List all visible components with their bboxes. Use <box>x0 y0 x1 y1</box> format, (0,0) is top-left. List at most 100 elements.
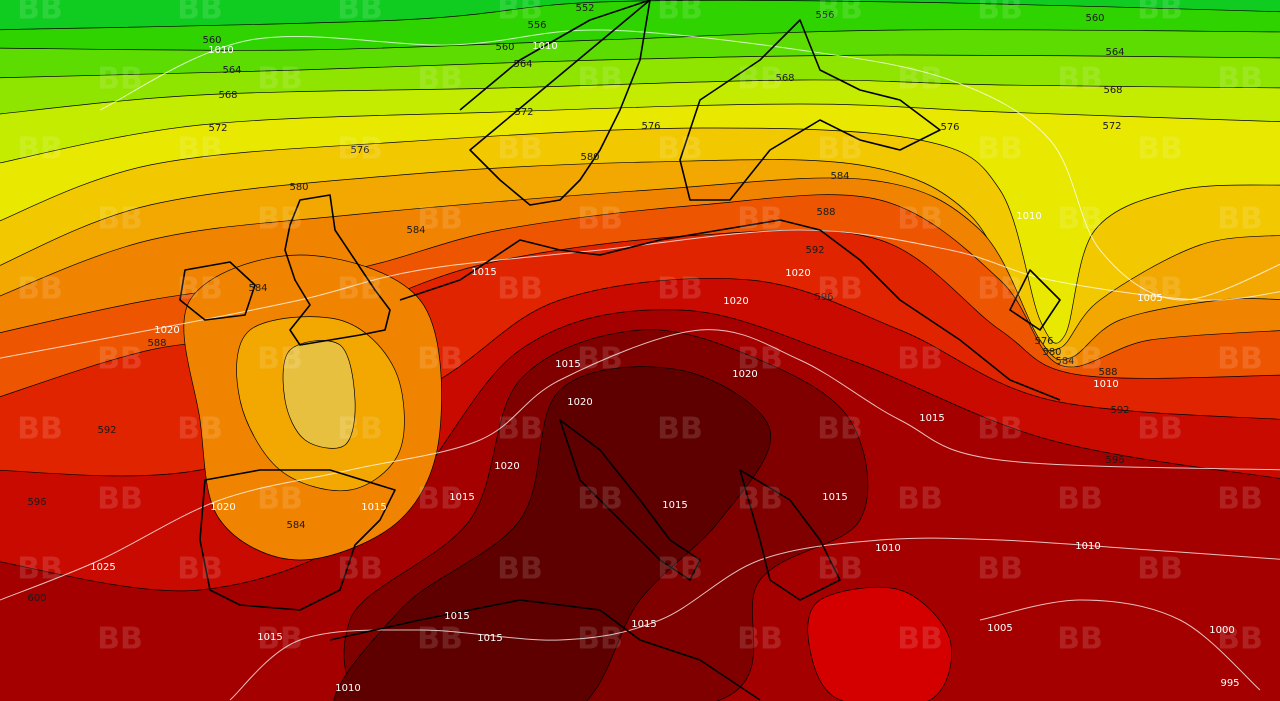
height-label: 588 <box>816 207 835 218</box>
watermark: BB <box>497 552 543 587</box>
coastline <box>679 19 941 201</box>
height-label: 576 <box>1034 336 1053 347</box>
pressure-label: 1010 <box>1016 211 1041 222</box>
pressure-label: 1015 <box>471 267 496 278</box>
coastlines <box>179 0 1061 701</box>
watermark: BB <box>17 132 63 167</box>
height-label: 560 <box>1085 13 1104 24</box>
height-label: 584 <box>406 225 425 236</box>
height-label: 568 <box>218 90 237 101</box>
pressure-label: 1010 <box>1075 541 1100 552</box>
watermark: BB <box>577 622 623 657</box>
pressure-label: 995 <box>1220 678 1239 689</box>
pressure-label: 1015 <box>257 632 282 643</box>
pressure-label: 1010 <box>1093 379 1118 390</box>
watermark: BB <box>337 132 383 167</box>
watermark: BB <box>1217 62 1263 97</box>
isobar <box>979 599 1261 691</box>
pressure-label: 1010 <box>532 41 557 52</box>
watermark: BB <box>1217 482 1263 517</box>
height-label: 592 <box>805 245 824 256</box>
watermark: BB <box>737 482 783 517</box>
pressure-label: 1010 <box>208 45 233 56</box>
height-label: 564 <box>1105 47 1124 58</box>
watermark: BB <box>417 622 463 657</box>
watermark: BB <box>177 0 223 27</box>
watermark: BB <box>1137 412 1183 447</box>
watermark: BB <box>417 62 463 97</box>
pressure-label: 1020 <box>567 397 592 408</box>
watermark: BB <box>977 132 1023 167</box>
watermark: BB <box>817 0 863 27</box>
watermark: BB <box>897 202 943 237</box>
watermark: BB <box>817 552 863 587</box>
watermark: BB <box>17 412 63 447</box>
watermark: BB <box>177 412 223 447</box>
watermark: BB <box>1057 62 1103 97</box>
height-label: 596 <box>27 497 46 508</box>
watermark: BB <box>1137 0 1183 27</box>
watermark: BB <box>177 132 223 167</box>
contour-labels: 552 556 556 560 560 560 564 564 564 568 568 568 572 5… <box>27 3 1239 694</box>
pressure-label: 1020 <box>210 502 235 513</box>
watermark: BB <box>1217 622 1263 657</box>
watermark: BB <box>1217 202 1263 237</box>
watermark: BB <box>897 62 943 97</box>
isobar <box>0 329 1280 601</box>
watermark: BB <box>737 202 783 237</box>
coastline <box>459 0 651 206</box>
height-label: 584 <box>1055 356 1074 367</box>
height-label: 576 <box>940 122 959 133</box>
pressure-label: 1015 <box>631 619 656 630</box>
height-label: 568 <box>1103 85 1122 96</box>
height-label: 592 <box>97 425 116 436</box>
watermark: BB <box>1137 272 1183 307</box>
height-label: 596 <box>1105 455 1124 466</box>
watermark: BB <box>657 132 703 167</box>
height-label: 584 <box>286 520 305 531</box>
watermark: BB <box>977 272 1023 307</box>
watermark: BB <box>657 552 703 587</box>
pressure-label: 1020 <box>785 268 810 279</box>
coastline <box>329 599 761 701</box>
height-label: 560 <box>495 42 514 53</box>
watermark: BB <box>1137 552 1183 587</box>
watermark: BB <box>337 0 383 27</box>
watermark: BB <box>257 202 303 237</box>
height-label: 588 <box>147 338 166 349</box>
watermark: BB <box>897 482 943 517</box>
pressure-label: 1010 <box>335 683 360 694</box>
watermark: BB <box>337 552 383 587</box>
pressure-label: 1015 <box>822 492 847 503</box>
pressure-label: 1025 <box>90 562 115 573</box>
watermark: BB <box>1057 202 1103 237</box>
coastline <box>399 219 1061 401</box>
isobar <box>0 229 1280 359</box>
height-label: 580 <box>580 152 599 163</box>
watermark: BB <box>497 412 543 447</box>
height-cell <box>807 586 952 701</box>
watermark: BB <box>97 622 143 657</box>
height-label: 572 <box>208 123 227 134</box>
watermark: BB <box>737 342 783 377</box>
watermark: BB <box>897 622 943 657</box>
watermark: BB <box>177 552 223 587</box>
watermark: BB <box>1057 622 1103 657</box>
watermark: BB <box>817 272 863 307</box>
watermark: BB <box>257 622 303 657</box>
watermark: BB <box>97 202 143 237</box>
watermark: BB <box>817 132 863 167</box>
pressure-label: 1015 <box>449 492 474 503</box>
coastline <box>559 419 701 581</box>
watermark: BB <box>257 342 303 377</box>
watermark: BB <box>17 552 63 587</box>
watermark: BB <box>977 552 1023 587</box>
height-label: 564 <box>513 59 532 70</box>
height-label: 572 <box>1102 121 1121 132</box>
pressure-label: 1015 <box>361 502 386 513</box>
height-label: 560 <box>202 35 221 46</box>
pressure-label: 1015 <box>919 413 944 424</box>
height-label: 576 <box>350 145 369 156</box>
watermark: BB <box>977 0 1023 27</box>
height-label: 576 <box>641 121 660 132</box>
